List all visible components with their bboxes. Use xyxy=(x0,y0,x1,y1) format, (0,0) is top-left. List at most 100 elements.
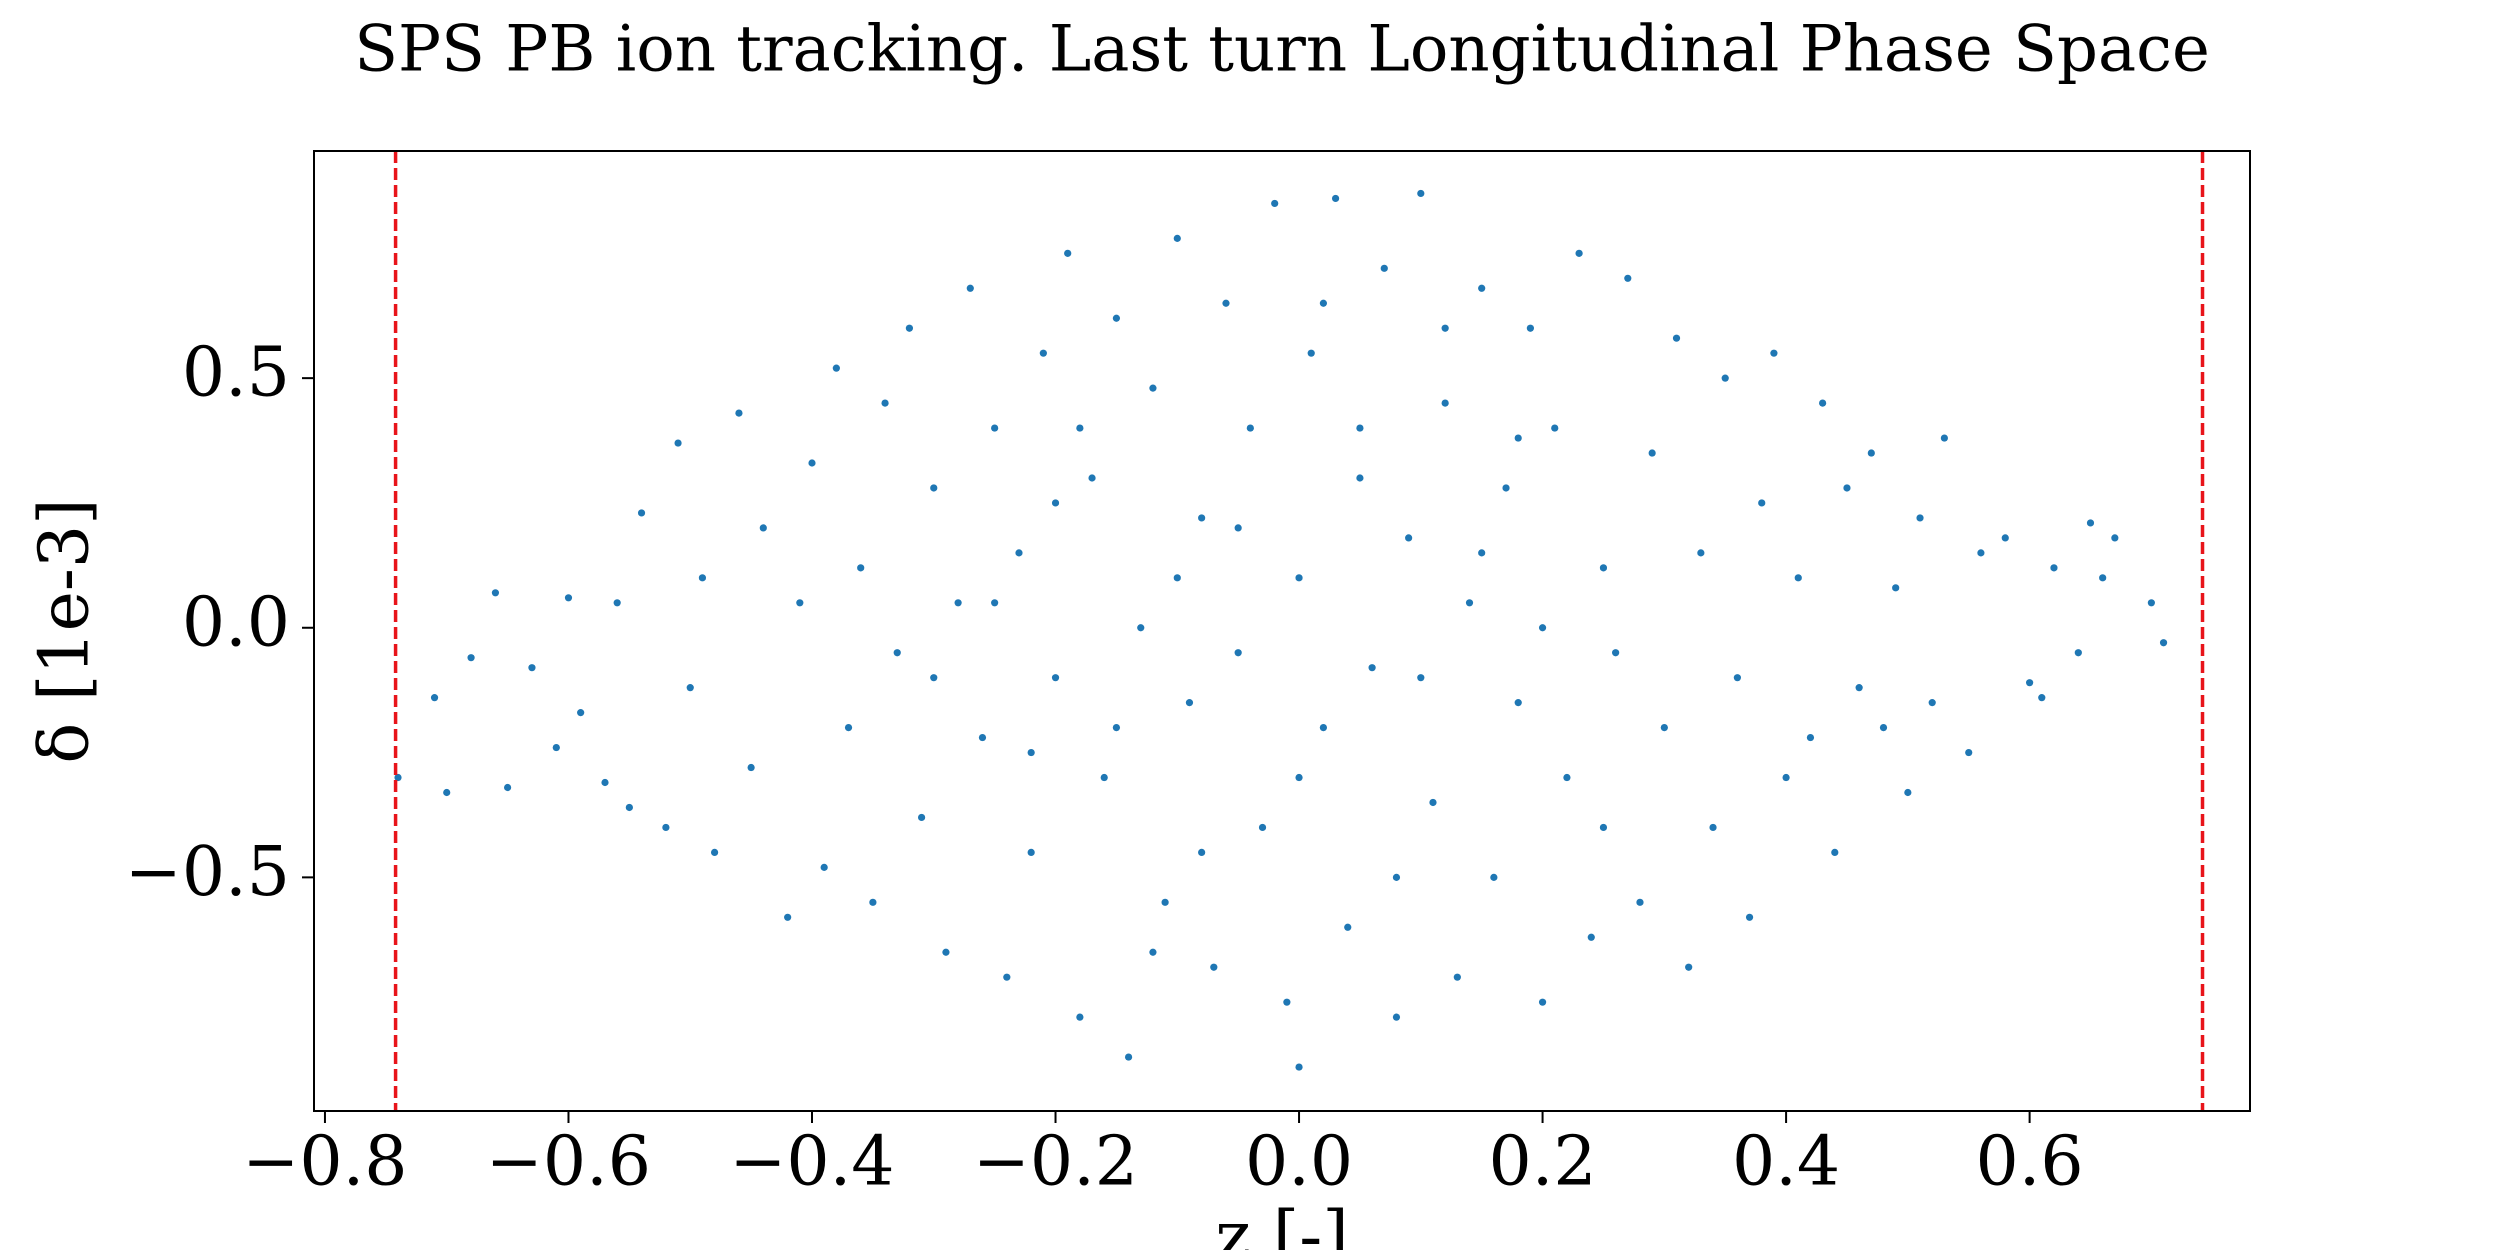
point xyxy=(1733,674,1741,682)
point xyxy=(1295,1063,1303,1071)
point xyxy=(1514,699,1522,707)
point xyxy=(942,948,950,956)
point xyxy=(991,599,999,607)
point xyxy=(1453,973,1461,981)
point xyxy=(1307,349,1315,357)
point xyxy=(1490,873,1498,881)
point xyxy=(1405,534,1413,542)
point xyxy=(1441,399,1449,407)
point xyxy=(1478,284,1486,292)
point xyxy=(1356,424,1364,432)
point xyxy=(1392,873,1401,881)
point xyxy=(930,674,938,682)
point xyxy=(1100,773,1108,782)
point xyxy=(1782,773,1790,782)
point xyxy=(504,783,512,792)
y-tick-label: 0.0 xyxy=(182,583,290,662)
point xyxy=(905,324,914,332)
point xyxy=(698,574,707,582)
point xyxy=(784,913,792,921)
point xyxy=(735,409,743,417)
point xyxy=(1064,249,1072,257)
point xyxy=(1660,723,1668,732)
point xyxy=(1137,624,1145,632)
point xyxy=(2026,679,2034,687)
point xyxy=(1417,674,1425,682)
point xyxy=(1417,189,1425,198)
point xyxy=(1465,599,1474,607)
x-tick-label: −0.4 xyxy=(729,1123,894,1202)
x-tick-label: 0.0 xyxy=(1245,1123,1353,1202)
point xyxy=(2086,519,2095,527)
point xyxy=(1636,898,1644,906)
point xyxy=(1185,699,1194,707)
point xyxy=(1246,424,1254,432)
point xyxy=(1514,434,1522,442)
point xyxy=(2038,694,2046,702)
point xyxy=(1003,973,1011,981)
point xyxy=(1685,963,1693,971)
point xyxy=(1879,723,1888,732)
x-tick-label: −0.8 xyxy=(242,1123,407,1202)
point xyxy=(1051,674,1060,682)
point xyxy=(1538,998,1547,1006)
point xyxy=(528,664,536,672)
y-axis-label: δ [1e-3] xyxy=(26,498,105,763)
point xyxy=(2159,639,2168,647)
point xyxy=(1124,1053,1133,1061)
point xyxy=(1563,773,1571,782)
point xyxy=(1758,499,1766,507)
point xyxy=(1806,733,1815,742)
point xyxy=(2099,574,2107,582)
point xyxy=(1283,998,1291,1006)
point xyxy=(1977,549,1985,557)
point xyxy=(1368,664,1376,672)
point xyxy=(1940,434,1948,442)
point xyxy=(1441,324,1449,332)
point xyxy=(1015,549,1023,557)
point xyxy=(1831,848,1839,857)
x-axis-label: z [-] xyxy=(1215,1198,1348,1250)
point xyxy=(1051,499,1060,507)
point xyxy=(1222,299,1230,307)
point xyxy=(613,599,621,607)
point xyxy=(1331,194,1340,203)
point xyxy=(1210,963,1218,971)
point xyxy=(1697,549,1705,557)
point xyxy=(1928,699,1936,707)
point xyxy=(2001,534,2009,542)
point xyxy=(1672,334,1681,342)
point xyxy=(1076,424,1084,432)
point xyxy=(1575,249,1583,257)
point xyxy=(869,898,877,906)
point xyxy=(467,654,475,662)
point xyxy=(1356,474,1364,482)
point xyxy=(1295,773,1303,782)
point xyxy=(1027,848,1035,857)
point xyxy=(1173,234,1181,242)
point xyxy=(1380,264,1388,272)
point xyxy=(796,599,804,607)
point xyxy=(978,733,987,742)
point xyxy=(881,399,889,407)
point xyxy=(2050,564,2058,572)
point xyxy=(564,594,573,602)
point xyxy=(820,863,828,871)
chart-title: SPS PB ion tracking. Last turn Longitudi… xyxy=(354,13,2210,87)
point xyxy=(552,743,560,752)
point xyxy=(443,788,451,797)
y-tick-label: −0.5 xyxy=(125,833,290,912)
point xyxy=(662,823,670,832)
plot-frame xyxy=(313,150,2251,1112)
point xyxy=(808,459,816,467)
point xyxy=(1198,848,1206,857)
point xyxy=(1149,384,1157,392)
point xyxy=(1587,933,1595,941)
point xyxy=(1965,748,1973,757)
point xyxy=(1392,1013,1401,1021)
point xyxy=(930,484,938,492)
point xyxy=(1319,723,1327,732)
point xyxy=(625,803,633,812)
point xyxy=(491,589,500,597)
